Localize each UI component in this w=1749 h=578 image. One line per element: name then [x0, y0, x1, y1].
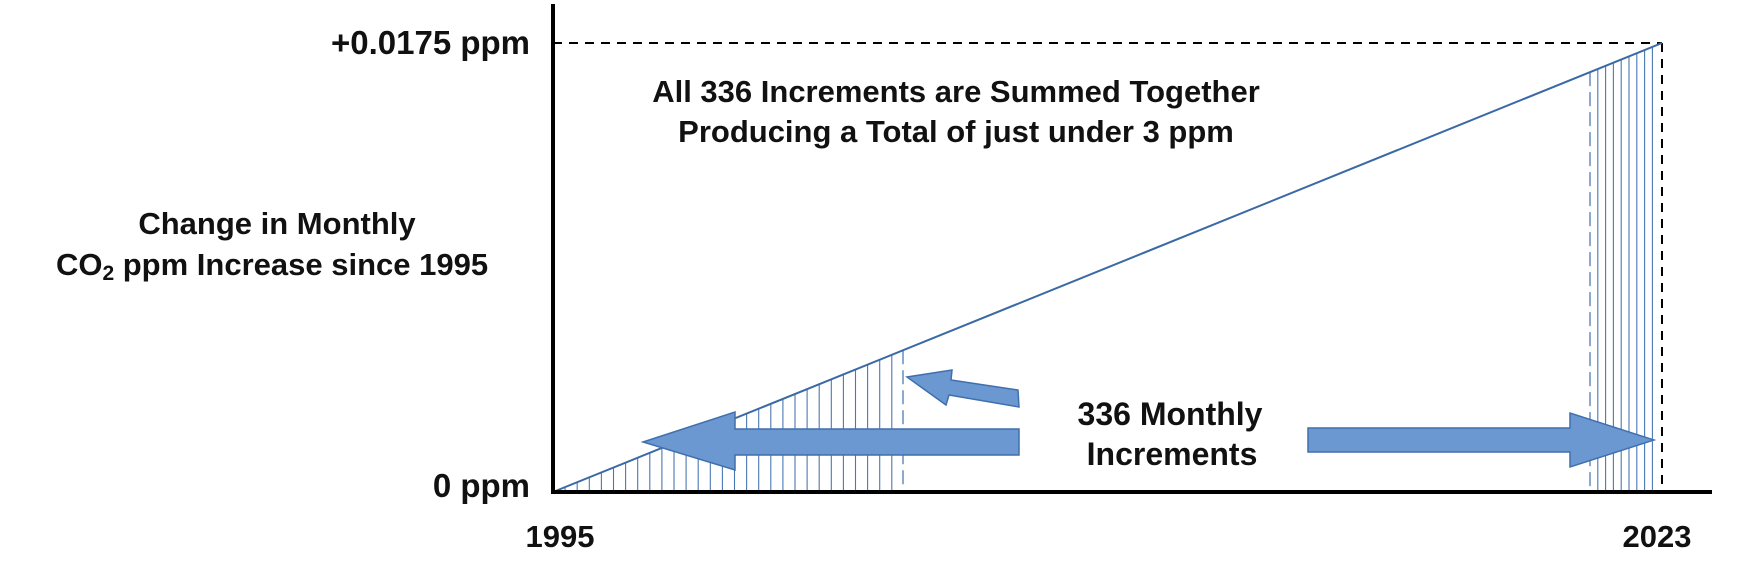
series-line	[552, 42, 1663, 493]
increments-annotation-line1: 336 Monthly	[1078, 396, 1263, 432]
summary-annotation-line1: All 336 Increments are Summed Together	[652, 74, 1260, 109]
x-tick-label-end: 2023	[1623, 519, 1692, 554]
arrow-pointer-icon	[905, 369, 1020, 408]
increments-annotation-line2: Increments	[1087, 436, 1258, 472]
y-axis-label-line1: Change in Monthly	[138, 206, 416, 241]
arrow-right-icon	[1307, 411, 1657, 469]
x-tick-label-start: 1995	[526, 519, 595, 554]
summary-annotation-line2: Producing a Total of just under 3 ppm	[678, 114, 1234, 149]
y-tick-label-max: +0.0175 ppm	[331, 24, 530, 61]
arrow-left-icon	[640, 410, 1020, 472]
y-axis-label-line2: CO2 ppm Increase since 1995	[56, 247, 488, 285]
y-tick-label-zero: 0 ppm	[433, 467, 530, 504]
